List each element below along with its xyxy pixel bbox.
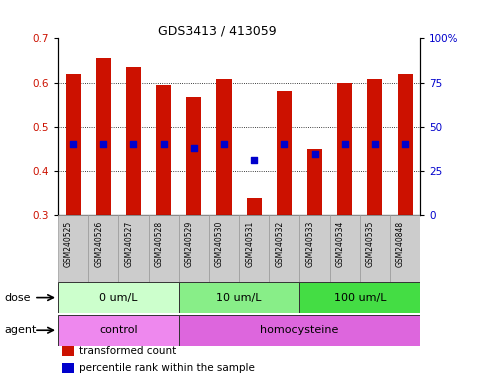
Point bbox=[371, 141, 379, 147]
Text: GSM240531: GSM240531 bbox=[245, 220, 254, 266]
Text: GSM240533: GSM240533 bbox=[306, 220, 314, 267]
Bar bbox=[247, 198, 262, 215]
Point bbox=[99, 141, 107, 147]
Bar bbox=[62, 346, 74, 356]
Text: GSM240526: GSM240526 bbox=[94, 220, 103, 266]
Text: GSM240535: GSM240535 bbox=[366, 220, 375, 267]
Bar bbox=[62, 363, 74, 373]
Point bbox=[281, 141, 288, 147]
Bar bbox=[368, 79, 383, 215]
Bar bbox=[58, 215, 88, 282]
Text: homocysteine: homocysteine bbox=[260, 325, 339, 335]
Bar bbox=[330, 215, 360, 282]
Bar bbox=[216, 79, 231, 215]
Bar bbox=[179, 215, 209, 282]
Point bbox=[220, 141, 228, 147]
Bar bbox=[66, 74, 81, 215]
Text: percentile rank within the sample: percentile rank within the sample bbox=[79, 363, 255, 373]
Point bbox=[160, 141, 168, 147]
Bar bbox=[277, 91, 292, 215]
Bar bbox=[299, 282, 420, 313]
Point bbox=[401, 141, 409, 147]
Bar bbox=[360, 215, 390, 282]
Text: GSM240532: GSM240532 bbox=[275, 220, 284, 266]
Bar bbox=[307, 149, 322, 215]
Text: transformed count: transformed count bbox=[79, 346, 176, 356]
Text: GSM240530: GSM240530 bbox=[215, 220, 224, 267]
Bar bbox=[186, 97, 201, 215]
Bar bbox=[179, 282, 299, 313]
Bar bbox=[58, 315, 179, 346]
Bar bbox=[118, 215, 149, 282]
Bar bbox=[88, 215, 118, 282]
Point bbox=[69, 141, 77, 147]
Bar bbox=[390, 215, 420, 282]
Text: GSM240525: GSM240525 bbox=[64, 220, 73, 266]
Point bbox=[311, 151, 318, 157]
Bar bbox=[179, 315, 420, 346]
Point bbox=[341, 141, 349, 147]
Text: agent: agent bbox=[5, 325, 37, 335]
Text: GSM240534: GSM240534 bbox=[336, 220, 345, 267]
Bar bbox=[126, 67, 141, 215]
Text: dose: dose bbox=[5, 293, 31, 303]
Bar bbox=[337, 83, 352, 215]
Bar bbox=[156, 85, 171, 215]
Point bbox=[190, 145, 198, 151]
Bar bbox=[270, 215, 299, 282]
Bar bbox=[149, 215, 179, 282]
Text: 100 um/L: 100 um/L bbox=[334, 293, 386, 303]
Text: GSM240848: GSM240848 bbox=[396, 220, 405, 266]
Bar bbox=[96, 58, 111, 215]
Text: GDS3413 / 413059: GDS3413 / 413059 bbox=[158, 25, 277, 38]
Bar bbox=[299, 215, 330, 282]
Text: control: control bbox=[99, 325, 138, 335]
Text: GSM240527: GSM240527 bbox=[125, 220, 133, 266]
Bar bbox=[58, 282, 179, 313]
Text: GSM240528: GSM240528 bbox=[155, 220, 164, 266]
Point bbox=[250, 157, 258, 163]
Point bbox=[129, 141, 137, 147]
Text: GSM240529: GSM240529 bbox=[185, 220, 194, 266]
Text: 0 um/L: 0 um/L bbox=[99, 293, 138, 303]
Bar bbox=[398, 74, 412, 215]
Bar bbox=[239, 215, 270, 282]
Bar bbox=[209, 215, 239, 282]
Text: 10 um/L: 10 um/L bbox=[216, 293, 262, 303]
